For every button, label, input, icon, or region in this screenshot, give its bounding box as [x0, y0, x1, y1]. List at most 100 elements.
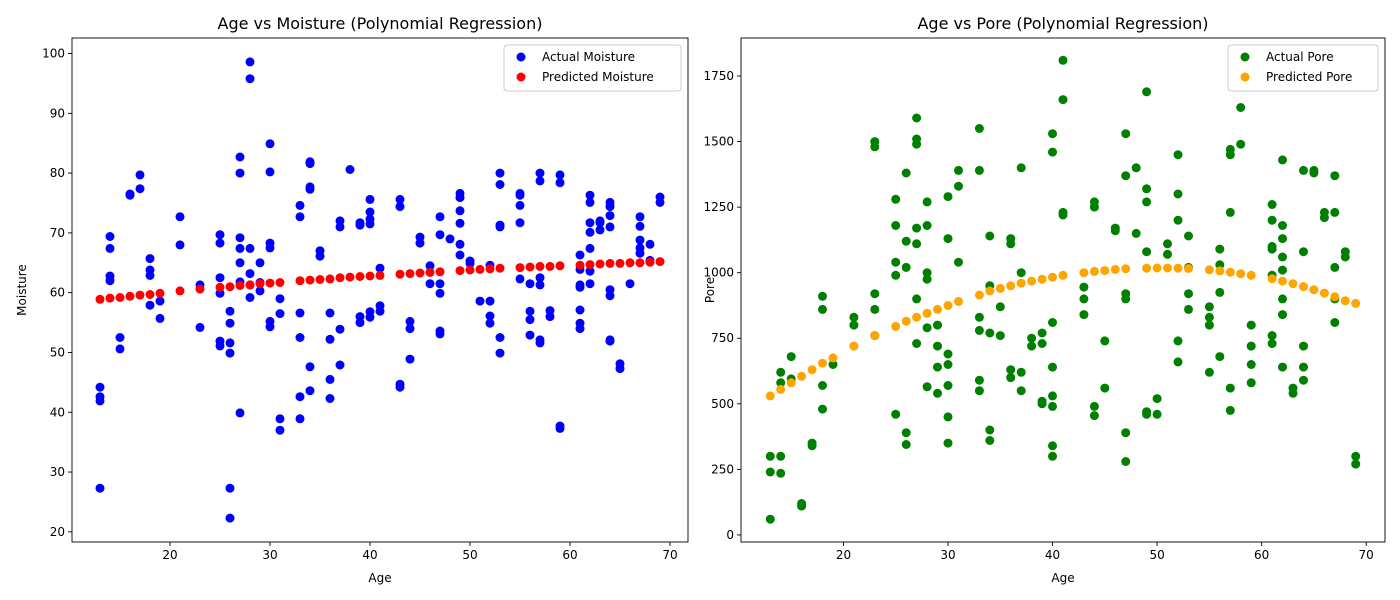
- series-0: [95, 57, 665, 523]
- data-point: [891, 409, 901, 419]
- data-point: [1079, 310, 1089, 320]
- data-point: [265, 139, 275, 149]
- data-point: [555, 178, 565, 188]
- data-point: [776, 367, 786, 377]
- data-point: [375, 263, 385, 273]
- data-point: [1142, 197, 1152, 207]
- data-point: [1173, 215, 1183, 225]
- data-point: [225, 318, 235, 328]
- data-point: [870, 137, 880, 147]
- data-point: [255, 279, 265, 289]
- x-tick-label: 20: [162, 548, 177, 562]
- data-point: [305, 386, 315, 396]
- data-point: [635, 221, 645, 231]
- legend-label: Predicted Moisture: [542, 70, 654, 84]
- data-point: [1225, 207, 1235, 217]
- x-tick-label: 40: [362, 548, 377, 562]
- data-point: [1110, 265, 1120, 274]
- data-point: [1058, 55, 1068, 65]
- data-point: [425, 279, 435, 289]
- data-point: [1330, 292, 1340, 302]
- data-point: [215, 273, 225, 283]
- data-point: [891, 221, 901, 230]
- y-tick-label: 1750: [703, 69, 734, 83]
- data-point: [365, 214, 375, 224]
- data-point: [818, 381, 827, 390]
- data-point: [455, 239, 465, 249]
- data-point: [635, 212, 645, 222]
- data-point: [995, 331, 1005, 341]
- data-point: [335, 360, 345, 370]
- data-point: [1016, 163, 1026, 173]
- data-point: [585, 243, 595, 253]
- data-point: [891, 194, 901, 204]
- data-point: [1121, 289, 1131, 299]
- data-point: [295, 333, 305, 342]
- data-point: [1299, 247, 1308, 257]
- data-point: [515, 218, 525, 228]
- data-point: [985, 328, 995, 338]
- data-point: [1027, 341, 1037, 351]
- data-point: [1027, 333, 1037, 343]
- data-point: [765, 467, 775, 477]
- data-point: [115, 293, 125, 302]
- data-point: [1236, 139, 1246, 149]
- data-point: [1278, 221, 1287, 230]
- data-point: [255, 258, 265, 268]
- data-point: [1152, 409, 1162, 419]
- data-point: [155, 296, 165, 306]
- data-point: [405, 324, 415, 334]
- data-point: [105, 271, 115, 281]
- data-point: [375, 270, 385, 280]
- data-point: [555, 261, 565, 271]
- data-point: [365, 307, 375, 317]
- data-point: [1215, 244, 1225, 254]
- data-point: [1006, 234, 1016, 244]
- data-point: [1100, 266, 1110, 276]
- data-point: [325, 394, 335, 403]
- data-point: [145, 290, 155, 299]
- legend-box: [1227, 44, 1379, 92]
- data-point: [235, 408, 245, 418]
- data-point: [535, 335, 545, 345]
- data-point: [1016, 367, 1026, 377]
- data-point: [943, 234, 953, 244]
- data-point: [1110, 223, 1120, 233]
- data-point: [765, 514, 775, 524]
- data-point: [605, 285, 615, 295]
- data-point: [245, 57, 255, 67]
- data-point: [765, 451, 775, 461]
- y-tick-label: 1500: [703, 135, 734, 149]
- data-point: [1006, 365, 1016, 375]
- data-point: [395, 269, 405, 279]
- data-point: [1340, 296, 1350, 306]
- data-point: [891, 257, 901, 267]
- data-point: [1278, 234, 1287, 244]
- data-point: [365, 271, 375, 281]
- data-point: [1048, 272, 1057, 282]
- data-point: [545, 261, 555, 271]
- data-point: [635, 235, 645, 245]
- x-tick-label: 40: [1045, 548, 1060, 562]
- data-point: [1121, 264, 1131, 274]
- data-point: [786, 352, 796, 362]
- data-point: [425, 267, 435, 277]
- data-point: [155, 288, 165, 298]
- data-point: [175, 286, 185, 296]
- data-point: [585, 218, 595, 228]
- data-point: [891, 270, 901, 280]
- data-point: [595, 225, 605, 235]
- data-point: [1246, 378, 1256, 388]
- data-point: [1142, 407, 1152, 417]
- data-point: [435, 279, 445, 289]
- legend-marker: [516, 72, 526, 82]
- data-point: [933, 388, 942, 398]
- data-point: [933, 304, 942, 314]
- data-point: [295, 414, 305, 424]
- data-point: [355, 218, 365, 228]
- data-point: [235, 243, 245, 253]
- data-point: [1215, 287, 1225, 297]
- data-point: [1058, 270, 1068, 280]
- data-point: [575, 280, 585, 290]
- data-point: [485, 318, 495, 328]
